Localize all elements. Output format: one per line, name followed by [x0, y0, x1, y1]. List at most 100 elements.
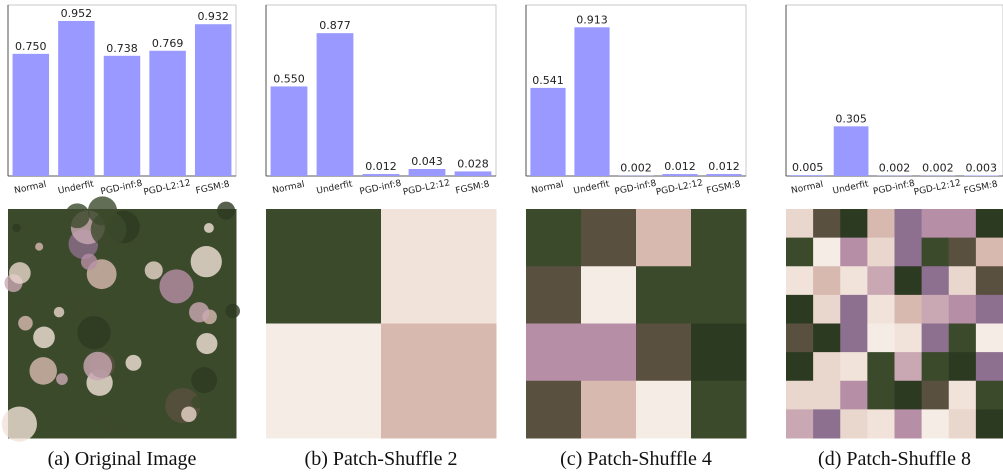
value-label: 0.932	[197, 10, 229, 23]
x-tick-label: Normal	[272, 180, 306, 197]
image-patch	[922, 409, 950, 438]
x-tick-label: Normal	[13, 180, 47, 197]
image-patch	[813, 209, 841, 238]
image-detail	[181, 407, 196, 422]
bar	[409, 169, 446, 176]
image-detail	[18, 316, 33, 331]
image-patch	[786, 381, 814, 410]
image-patch	[949, 324, 977, 353]
value-label: 0.005	[792, 161, 824, 174]
x-tick-label: FGSM:8	[963, 180, 999, 197]
image-detail	[56, 373, 68, 385]
image-patch	[786, 324, 814, 353]
image-patch	[922, 352, 950, 381]
x-tick-label: PGD-L2:12	[402, 178, 451, 198]
image-patch	[840, 295, 868, 324]
image-patch	[813, 266, 841, 295]
image-detail	[196, 333, 217, 354]
bar	[790, 175, 825, 176]
image-detail	[189, 302, 209, 322]
image-detail	[81, 254, 97, 270]
x-tick-label: Underfit	[57, 179, 95, 196]
image-patch	[949, 266, 977, 295]
x-tick-label: Normal	[531, 180, 565, 197]
caption: (b) Patch-Shuffle 2	[305, 448, 458, 470]
image-patch	[922, 295, 950, 324]
image-patch	[840, 381, 868, 410]
image-detail	[103, 421, 116, 434]
image-patch	[922, 209, 950, 238]
image-detail	[159, 269, 193, 303]
bar	[58, 21, 94, 176]
value-label: 0.012	[664, 160, 696, 173]
image-patch	[526, 266, 582, 324]
plot-frame	[786, 5, 1003, 176]
image-patch	[381, 324, 497, 439]
image-patch	[786, 238, 814, 267]
image-patch	[636, 266, 692, 324]
value-label: 0.913	[576, 13, 608, 26]
value-label: 0.738	[106, 42, 138, 55]
bar	[530, 88, 565, 176]
value-label: 0.002	[922, 162, 954, 175]
image-patch	[786, 409, 814, 438]
caption: (d) Patch-Shuffle 8	[818, 448, 971, 470]
image-patch	[813, 381, 841, 410]
image-patch	[867, 409, 895, 438]
value-label: 0.003	[966, 162, 998, 175]
image-patch	[840, 352, 868, 381]
x-tick-label: PGD-inf:8	[614, 179, 658, 198]
image-patch	[526, 324, 582, 382]
x-tick-label: Underfit	[573, 179, 611, 196]
x-tick-label: FGSM:8	[455, 180, 491, 197]
bar	[317, 33, 354, 176]
bar	[834, 126, 869, 176]
image-patch	[786, 295, 814, 324]
image-detail	[29, 357, 57, 385]
x-tick-label: Normal	[790, 180, 824, 197]
image-patch	[813, 238, 841, 267]
image-patch	[381, 209, 497, 324]
image-patch	[976, 324, 1003, 353]
image-patch	[895, 209, 923, 238]
image-detail	[77, 316, 110, 349]
caption: (c) Patch-Shuffle 4	[560, 448, 712, 470]
value-label: 0.305	[835, 112, 867, 125]
image-patch	[922, 238, 950, 267]
image-patch	[581, 266, 637, 324]
x-tick-label: PGD-inf:8	[359, 179, 403, 198]
caption: (a) Original Image	[48, 448, 197, 470]
value-label: 0.769	[152, 37, 184, 50]
x-tick-label: Underfit	[316, 179, 354, 196]
image-patch	[895, 324, 923, 353]
image-patch	[976, 381, 1003, 410]
value-label: 0.550	[273, 72, 305, 85]
image-patch	[976, 209, 1003, 238]
x-tick-label: Underfit	[832, 179, 870, 196]
image-patch	[636, 381, 692, 439]
image-patch	[922, 381, 950, 410]
image-patch	[581, 381, 637, 439]
bar	[574, 27, 609, 176]
value-label: 0.750	[15, 40, 47, 53]
image-patch	[895, 409, 923, 438]
image-detail	[217, 202, 235, 220]
image-patch	[636, 209, 692, 267]
bar	[271, 86, 308, 176]
value-label: 0.541	[532, 74, 564, 87]
image-detail	[35, 243, 43, 251]
image-patch	[976, 295, 1003, 324]
image-patch	[786, 209, 814, 238]
bar	[662, 174, 697, 176]
image-patch	[976, 352, 1003, 381]
bar	[195, 24, 231, 176]
image-patch	[867, 266, 895, 295]
image-patch	[895, 266, 923, 295]
bar	[706, 174, 741, 176]
image-patch	[581, 324, 637, 382]
bar	[363, 174, 400, 176]
image-patch	[691, 266, 747, 324]
image-patch	[895, 352, 923, 381]
image-detail	[83, 352, 112, 381]
image-patch	[976, 409, 1003, 438]
